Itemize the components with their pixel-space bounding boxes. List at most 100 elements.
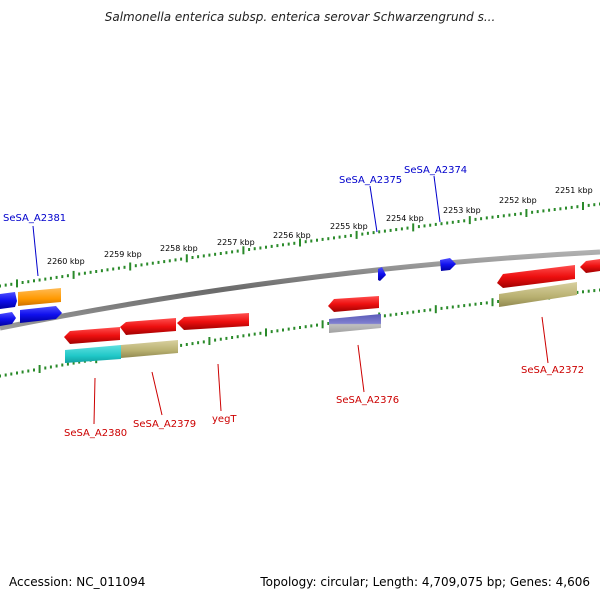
minor-tick [480, 217, 483, 221]
minor-tick [463, 304, 466, 308]
minor-tick [248, 333, 251, 337]
minor-tick [349, 234, 352, 238]
minor-tick [582, 290, 584, 294]
minor-tick [372, 231, 375, 235]
leader-line [217, 363, 222, 412]
minor-tick [214, 338, 217, 342]
gene-label-forward: SeSA_A2374 [404, 165, 467, 176]
minor-tick [434, 222, 437, 226]
minor-tick [83, 271, 86, 275]
minor-tick [89, 270, 92, 274]
minor-tick [338, 235, 341, 239]
minor-tick [440, 222, 443, 226]
minor-tick [33, 368, 35, 372]
gene-label-reverse: SeSA_A2379 [133, 419, 196, 430]
minor-tick [236, 335, 239, 339]
orange-feature[interactable] [18, 288, 61, 306]
khaki-feature[interactable] [121, 340, 178, 358]
minor-tick [451, 305, 454, 309]
minor-tick [417, 309, 420, 313]
minor-tick [304, 240, 307, 244]
minor-tick [548, 208, 551, 212]
minor-tick [327, 322, 330, 325]
minor-tick [231, 336, 234, 339]
minor-tick [389, 313, 392, 317]
minor-tick [265, 245, 267, 249]
gene-label-reverse: yegT [212, 414, 237, 425]
minor-tick [474, 217, 477, 221]
minor-tick [55, 275, 58, 279]
minor-tick [293, 326, 296, 330]
minor-tick [106, 268, 109, 272]
minor-tick [451, 220, 454, 224]
minor-tick [429, 223, 432, 227]
minor-tick [270, 244, 273, 248]
minor-tick [27, 369, 30, 373]
minor-tick [321, 237, 324, 241]
major-tick [185, 254, 188, 263]
minor-tick [112, 267, 115, 271]
minor-tick [16, 371, 18, 375]
forward-gene[interactable] [378, 267, 386, 281]
minor-tick [310, 324, 313, 328]
minor-tick [463, 219, 466, 223]
minor-tick [191, 342, 194, 346]
minor-tick [570, 205, 573, 209]
minor-tick [304, 325, 307, 329]
gene-label-reverse: SeSA_A2380 [64, 428, 127, 439]
minor-tick [383, 229, 386, 233]
minor-tick [27, 280, 30, 284]
reverse-gene[interactable] [328, 296, 379, 312]
major-tick [129, 262, 132, 271]
gene-label-forward: SeSA_A2381 [3, 213, 66, 224]
major-tick [242, 246, 245, 255]
minor-tick [214, 252, 217, 256]
reverse-gene[interactable] [497, 265, 575, 288]
minor-tick [406, 226, 409, 230]
minor-tick [474, 302, 477, 306]
minor-tick [299, 326, 301, 329]
forward-gene[interactable] [0, 292, 17, 309]
reverse-gene[interactable] [177, 313, 249, 330]
minor-tick [491, 215, 494, 219]
minor-tick [400, 227, 403, 231]
reverse-gene[interactable] [580, 259, 600, 273]
minor-tick [4, 373, 7, 377]
minor-tick [514, 212, 517, 216]
purple-feature[interactable] [329, 314, 381, 333]
minor-tick [457, 220, 460, 223]
minor-tick [378, 230, 381, 234]
forward-gene[interactable] [20, 306, 62, 323]
minor-tick [412, 310, 415, 314]
minor-tick [497, 215, 500, 218]
forward-genes [0, 258, 456, 326]
major-tick [38, 365, 41, 373]
leader-line [151, 371, 163, 416]
minor-tick [587, 203, 590, 207]
minor-tick [400, 312, 403, 315]
minor-tick [276, 244, 279, 248]
khaki-feature[interactable] [499, 282, 577, 307]
minor-tick [225, 336, 228, 340]
gene-label-forward: SeSA_A2375 [339, 175, 402, 186]
major-tick [321, 320, 324, 329]
minor-tick [174, 258, 177, 262]
minor-tick [44, 366, 47, 370]
minor-tick [468, 303, 471, 307]
forward-gene[interactable] [0, 312, 16, 326]
reverse-gene[interactable] [64, 327, 120, 344]
gene-label-reverse: SeSA_A2372 [521, 365, 584, 376]
reverse-gene[interactable] [120, 318, 176, 335]
forward-gene[interactable] [440, 258, 456, 271]
minor-tick [395, 312, 398, 316]
major-tick [72, 270, 75, 279]
genome-backbone [0, 249, 600, 331]
minor-tick [191, 256, 194, 259]
cyan-feature[interactable] [65, 345, 121, 363]
minor-tick [276, 329, 279, 333]
minor-tick [0, 374, 1, 378]
minor-tick [231, 250, 234, 254]
major-tick [412, 223, 415, 232]
minor-tick [44, 277, 47, 281]
minor-tick [282, 328, 284, 332]
